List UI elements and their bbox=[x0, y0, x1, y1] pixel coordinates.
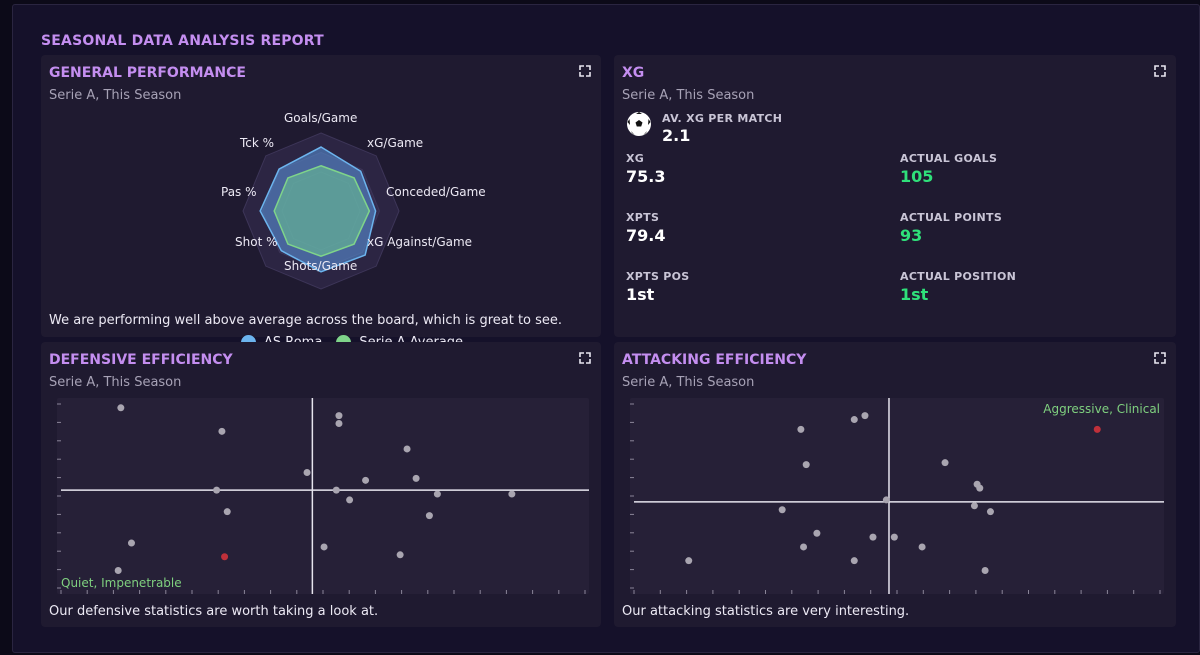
radar-label: Tck % bbox=[240, 136, 275, 150]
stat-value: 105 bbox=[900, 167, 934, 186]
team-point[interactable] bbox=[797, 425, 805, 433]
radar-series-average bbox=[273, 164, 371, 258]
team-point[interactable] bbox=[970, 502, 978, 510]
panel-caption: Our defensive statistics are worth takin… bbox=[49, 604, 379, 619]
general-performance-panel: GENERAL PERFORMANCE Serie A, This Season… bbox=[41, 55, 601, 350]
panel-title: XG bbox=[622, 65, 645, 81]
stat-value: 79.4 bbox=[626, 226, 666, 245]
stat-value: 1st bbox=[900, 285, 929, 304]
team-point-highlight[interactable] bbox=[221, 553, 229, 561]
attacking-scatter-plot: Aggressive, Clinical bbox=[630, 398, 1164, 594]
panel-subtitle: Serie A, This Season bbox=[622, 375, 755, 390]
team-point[interactable] bbox=[223, 508, 231, 516]
team-point[interactable] bbox=[976, 484, 984, 492]
team-point[interactable] bbox=[396, 551, 404, 559]
team-point[interactable] bbox=[213, 486, 221, 494]
team-point[interactable] bbox=[800, 543, 808, 551]
radar-label: xG Against/Game bbox=[367, 235, 473, 249]
panel-subtitle: Serie A, This Season bbox=[49, 375, 182, 390]
radar-chart bbox=[242, 132, 400, 290]
team-point[interactable] bbox=[778, 506, 786, 514]
stat-label: XPTS POS bbox=[626, 270, 690, 283]
radar-label: Shot % bbox=[235, 235, 278, 249]
stat-label: ACTUAL GOALS bbox=[900, 152, 998, 165]
stat-value: 75.3 bbox=[626, 167, 666, 186]
stat-value: 1st bbox=[626, 285, 655, 304]
xg-panel: XG Serie A, This Season AV. XG PER MATCH… bbox=[614, 55, 1176, 337]
team-point[interactable] bbox=[332, 486, 340, 494]
team-point[interactable] bbox=[802, 461, 810, 469]
quadrant-label: Quiet, Impenetrable bbox=[61, 576, 182, 590]
team-point[interactable] bbox=[890, 533, 898, 541]
team-point[interactable] bbox=[114, 566, 122, 574]
team-point[interactable] bbox=[869, 533, 877, 541]
team-point[interactable] bbox=[412, 474, 420, 482]
stat-label: ACTUAL POINTS bbox=[900, 211, 1003, 224]
panel-title: GENERAL PERFORMANCE bbox=[49, 65, 246, 81]
stat-label: ACTUAL POSITION bbox=[900, 270, 1017, 283]
radar-label: xG/Game bbox=[367, 136, 424, 150]
report-window: SEASONAL DATA ANALYSIS REPORT GENERAL PE… bbox=[12, 4, 1200, 653]
team-point[interactable] bbox=[981, 566, 989, 574]
defensive-efficiency-panel: DEFENSIVE EFFICIENCY Serie A, This Seaso… bbox=[41, 342, 601, 627]
team-point[interactable] bbox=[685, 557, 693, 565]
radar-label: Shots/Game bbox=[284, 259, 358, 273]
football-icon bbox=[627, 112, 651, 136]
panel-subtitle: Serie A, This Season bbox=[49, 88, 182, 103]
radar-label: Goals/Game bbox=[284, 111, 358, 125]
team-point[interactable] bbox=[320, 543, 328, 551]
av-xg-value: 2.1 bbox=[662, 126, 691, 145]
team-point[interactable] bbox=[986, 508, 994, 516]
expand-icon[interactable] bbox=[579, 352, 591, 364]
team-point[interactable] bbox=[117, 404, 125, 412]
radar-label: Conceded/Game bbox=[386, 185, 486, 199]
team-point[interactable] bbox=[433, 490, 441, 498]
report-title: SEASONAL DATA ANALYSIS REPORT bbox=[41, 33, 324, 49]
stat-label: XG bbox=[626, 152, 645, 165]
defensive-scatter-plot: Quiet, Impenetrable bbox=[57, 398, 589, 594]
team-point[interactable] bbox=[425, 512, 433, 520]
panel-caption: Our attacking statistics are very intere… bbox=[622, 604, 910, 619]
panel-title: DEFENSIVE EFFICIENCY bbox=[49, 352, 233, 368]
team-point[interactable] bbox=[941, 459, 949, 467]
team-point[interactable] bbox=[362, 476, 370, 484]
expand-icon[interactable] bbox=[1154, 65, 1166, 77]
av-xg-label: AV. XG PER MATCH bbox=[662, 112, 783, 125]
team-point[interactable] bbox=[508, 490, 516, 498]
panel-caption: We are performing well above average acr… bbox=[49, 313, 563, 328]
team-point-highlight[interactable] bbox=[1093, 425, 1101, 433]
team-point[interactable] bbox=[850, 557, 858, 565]
team-point[interactable] bbox=[882, 496, 890, 504]
stat-label: XPTS bbox=[626, 211, 660, 224]
team-point[interactable] bbox=[218, 427, 226, 435]
panel-subtitle: Serie A, This Season bbox=[622, 88, 755, 103]
team-point[interactable] bbox=[403, 445, 411, 453]
team-point[interactable] bbox=[861, 412, 869, 420]
stat-value: 93 bbox=[900, 226, 923, 245]
attacking-efficiency-panel: ATTACKING EFFICIENCY Serie A, This Seaso… bbox=[614, 342, 1176, 627]
expand-icon[interactable] bbox=[1154, 352, 1166, 364]
team-point[interactable] bbox=[303, 468, 311, 476]
team-point[interactable] bbox=[335, 419, 343, 427]
team-point[interactable] bbox=[346, 496, 354, 504]
team-point[interactable] bbox=[850, 416, 858, 424]
quadrant-label: Aggressive, Clinical bbox=[1043, 402, 1160, 416]
radar-label: Pas % bbox=[221, 185, 257, 199]
team-point[interactable] bbox=[335, 412, 343, 420]
team-point[interactable] bbox=[127, 539, 135, 547]
team-point[interactable] bbox=[813, 529, 821, 537]
expand-icon[interactable] bbox=[579, 65, 591, 77]
panel-title: ATTACKING EFFICIENCY bbox=[622, 352, 807, 368]
team-point[interactable] bbox=[918, 543, 926, 551]
